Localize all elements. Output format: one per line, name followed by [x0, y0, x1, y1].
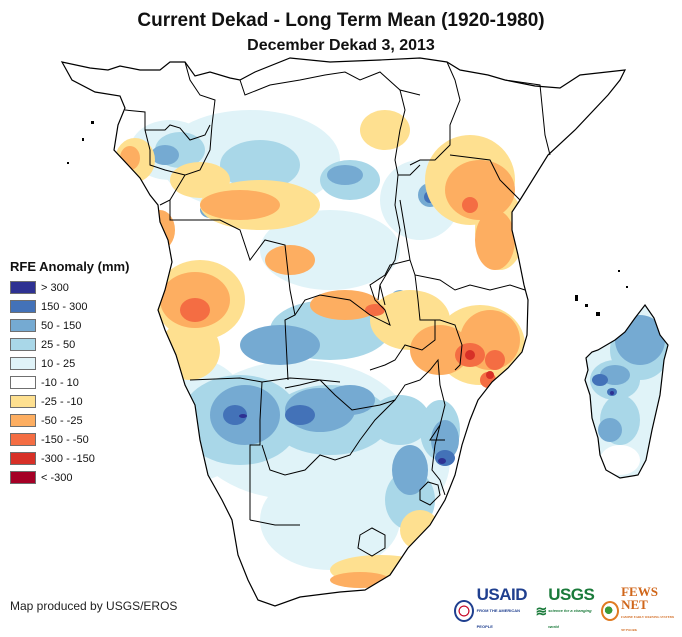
- anomaly-patch: [240, 325, 320, 365]
- legend-swatch: [10, 281, 36, 294]
- anomaly-patch: [223, 405, 247, 425]
- legend-item: 10 - 25: [10, 354, 129, 373]
- islands: [67, 121, 628, 316]
- legend-label: -50 - -25: [41, 414, 83, 427]
- usgs-waves-icon: ≋: [535, 602, 548, 619]
- legend-item: -10 - 10: [10, 373, 129, 392]
- legend-label: 150 - 300: [41, 300, 88, 313]
- anomaly-patch: [438, 458, 446, 464]
- legend-label: 50 - 150: [41, 319, 82, 332]
- legend-label: -10 - 10: [41, 376, 79, 389]
- anomaly-patch: [151, 145, 179, 165]
- anomaly-patch: [310, 290, 380, 320]
- anomaly-patch: [600, 445, 640, 475]
- anomaly-patch: [486, 371, 494, 379]
- legend-item: < -300: [10, 468, 129, 487]
- fewsnet-tagline: FAMINE EARLY WARNING SYSTEMS NETWORK: [621, 615, 675, 632]
- legend-label: 10 - 25: [41, 357, 76, 370]
- legend-swatch: [10, 376, 36, 389]
- legend-label: -300 - -150: [41, 452, 95, 465]
- anomaly-patch: [285, 405, 315, 425]
- map-credit: Map produced by USGS/EROS: [10, 599, 178, 613]
- anomaly-patch: [260, 470, 400, 570]
- legend-swatch: [10, 319, 36, 332]
- anomaly-patch: [465, 350, 475, 360]
- legend-swatch: [10, 433, 36, 446]
- legend-item: 25 - 50: [10, 335, 129, 354]
- legend-item: 150 - 300: [10, 297, 129, 316]
- anomaly-patch: [598, 418, 622, 442]
- country-borders: [124, 61, 551, 557]
- fewsnet-logo: FEWS NET FAMINE EARLY WARNING SYSTEMS NET…: [601, 585, 682, 637]
- anomaly-patch: [327, 165, 363, 185]
- anomaly-patch: [400, 510, 440, 550]
- legend-item: > 300: [10, 278, 129, 297]
- anomaly-patch: [615, 315, 665, 365]
- anomaly-patch: [239, 414, 247, 418]
- anomaly-patch: [265, 245, 315, 275]
- usgs-wordmark: USGS: [548, 585, 595, 604]
- usgs-tagline: science for a changing world: [548, 608, 592, 629]
- legend-label: < -300: [41, 471, 73, 484]
- anomaly-patch: [410, 325, 470, 375]
- legend-item: -50 - -25: [10, 411, 129, 430]
- usaid-tagline: FROM THE AMERICAN PEOPLE: [476, 608, 521, 629]
- legend-item: -150 - -50: [10, 430, 129, 449]
- legend-label: -25 - -10: [41, 395, 83, 408]
- anomaly-patch: [370, 395, 430, 445]
- usgs-logo: ≋ USGS science for a changing world: [535, 585, 595, 635]
- usaid-wordmark: USAID: [476, 585, 528, 604]
- map-subtitle: December Dekad 3, 2013: [247, 37, 435, 54]
- anomaly-patch: [435, 450, 455, 466]
- legend-label: -150 - -50: [41, 433, 89, 446]
- anomaly-patch: [475, 210, 515, 270]
- legend-swatch: [10, 452, 36, 465]
- anomaly-map: [61, 57, 669, 607]
- anomaly-patch: [160, 320, 220, 380]
- anomaly-patch: [365, 304, 385, 316]
- anomaly-patch: [200, 190, 280, 220]
- legend-swatch: [10, 357, 36, 370]
- usaid-logo: USAID FROM THE AMERICAN PEOPLE: [454, 585, 529, 635]
- map-title: Current Dekad - Long Term Mean (1920-198…: [137, 10, 545, 31]
- legend-item: -300 - -150: [10, 449, 129, 468]
- madagascar-coastline: [584, 303, 669, 479]
- legend-swatch: [10, 395, 36, 408]
- legend-label: > 300: [41, 281, 69, 294]
- fewsnet-wordmark: FEWS NET: [621, 584, 658, 612]
- anomaly-patch: [485, 350, 505, 370]
- anomaly-patch: [180, 298, 210, 322]
- legend-item: -25 - -10: [10, 392, 129, 411]
- anomaly-patch: [220, 140, 300, 190]
- anomaly-patch: [325, 385, 375, 415]
- partner-logos: USAID FROM THE AMERICAN PEOPLE ≋ USGS scie…: [454, 585, 682, 637]
- legend-label: 25 - 50: [41, 338, 76, 351]
- globe-icon: [601, 601, 620, 621]
- usaid-seal-icon: [454, 600, 474, 622]
- legend-swatch: [10, 414, 36, 427]
- legend-title: RFE Anomaly (mm): [10, 259, 130, 274]
- anomaly-patch: [462, 197, 478, 213]
- legend: RFE Anomaly (mm) > 300 150 - 300 50 - 150 2…: [10, 259, 129, 487]
- anomaly-patch: [445, 160, 515, 220]
- legend-swatch: [10, 471, 36, 484]
- legend-swatch: [10, 300, 36, 313]
- anomaly-patch: [610, 391, 614, 395]
- anomaly-patch: [392, 445, 428, 495]
- legend-swatch: [10, 338, 36, 351]
- anomaly-patch: [592, 374, 608, 386]
- anomaly-patch: [360, 110, 410, 150]
- legend-item: 50 - 150: [10, 316, 129, 335]
